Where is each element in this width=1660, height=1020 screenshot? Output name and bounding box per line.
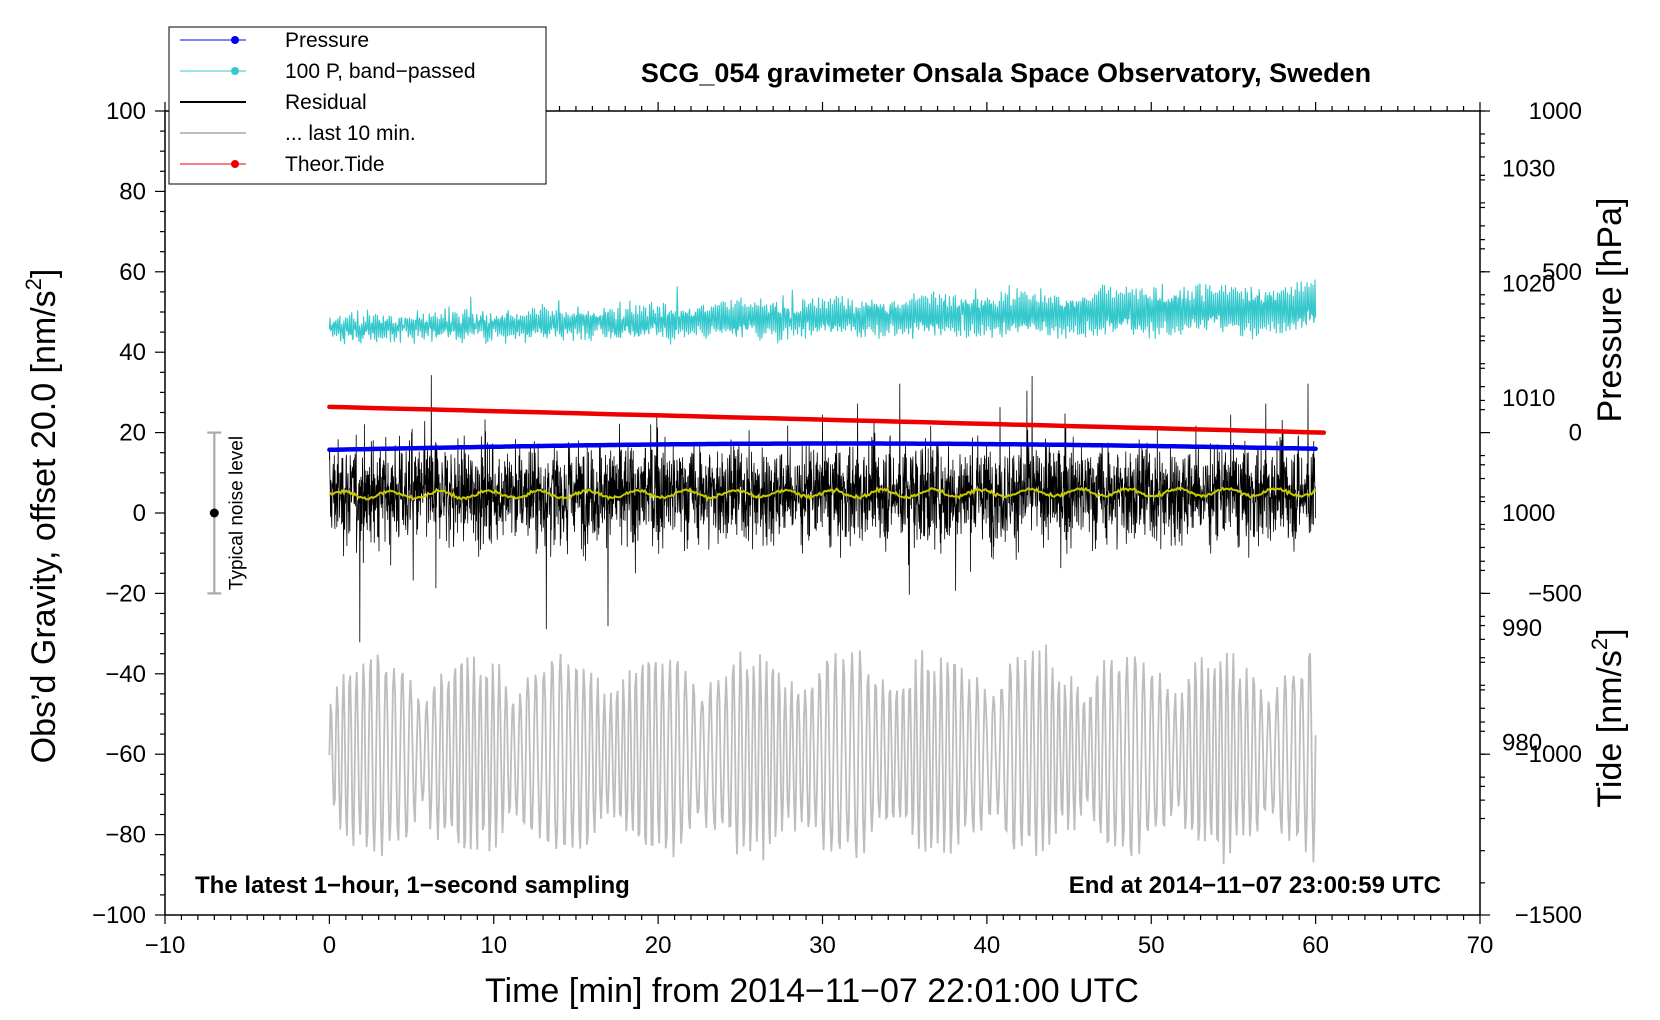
x-tick-label: 30: [809, 932, 836, 959]
x-axis-title: Time [min] from 2014−11−07 22:01:00 UTC: [485, 972, 1139, 1010]
tide-tick-label: 0: [1569, 420, 1582, 447]
x-tick-label: 50: [1138, 932, 1165, 959]
tide-axis-title: Tide [nm/s2]: [1587, 628, 1629, 807]
y-tick-label: 40: [119, 339, 146, 366]
pressure-tick-label: 1000: [1502, 500, 1555, 527]
band-passed-pressure-line: [328, 279, 1317, 345]
tide-tick-label: −1500: [1515, 902, 1582, 929]
end-time-note: End at 2014−11−07 23:00:59 UTC: [1069, 872, 1441, 899]
legend-marker: [231, 160, 239, 168]
residual-series-line: [329, 375, 1316, 643]
y-tick-label: 20: [119, 420, 146, 447]
axis-layer: −10 0 10 20 30 40 50 60 70−100−80−60−40−20020406…: [92, 98, 1582, 959]
y-tick-label: −60: [105, 741, 146, 768]
legend-entry-label: Residual: [285, 91, 367, 114]
left-axis-title-superscript: 2: [21, 278, 46, 290]
legend-entry-label: 100 P, band−passed: [285, 60, 476, 83]
residual-smoothed-line: [328, 486, 1316, 502]
noise-bar-center-dot: [209, 508, 219, 518]
plot-layer: [327, 279, 1327, 865]
theoretical-tide-line: [327, 404, 1327, 435]
legend: Pressure 100 P, band−passed Residual ... la…: [168, 26, 547, 185]
legend-box: [168, 26, 547, 185]
tide-tick-label: 1000: [1529, 98, 1582, 125]
noise-level-label: Typical noise level: [226, 436, 247, 590]
pressure-axis-title: Pressure [hPa]: [1591, 198, 1629, 423]
x-tick-label: 0: [323, 932, 336, 959]
pressure-tick-label: 1020: [1502, 270, 1555, 297]
left-axis-title: Obs’d Gravity, offset 20.0 [nm/s2]: [21, 269, 63, 764]
pressure-tick-label: 990: [1502, 615, 1542, 642]
x-tick-label: 60: [1302, 932, 1329, 959]
x-tick-label: 40: [974, 932, 1001, 959]
tide-tick-label: −500: [1528, 580, 1582, 607]
tide-tick-label: −1000: [1515, 741, 1582, 768]
x-tick-label: 10: [480, 932, 507, 959]
y-tick-label: −80: [105, 822, 146, 849]
pressure-tick-label: 1030: [1502, 155, 1555, 182]
y-tick-label: 80: [119, 178, 146, 205]
tide-axis-title-superscript: 2: [1587, 638, 1612, 650]
legend-marker: [231, 36, 239, 44]
pressure-series-line: [327, 441, 1318, 453]
last-10-min-series-line: [328, 644, 1317, 865]
y-tick-label: 100: [106, 98, 146, 125]
x-tick-label: 20: [645, 932, 672, 959]
legend-entry-label: ... last 10 min.: [285, 122, 416, 145]
legend-items: Pressure 100 P, band−passed Residual ... la…: [180, 29, 476, 176]
noise-level-indicator: Typical noise level: [207, 431, 247, 595]
legend-marker: [231, 67, 239, 75]
y-tick-label: −100: [92, 902, 146, 929]
left-axis-title-main: Obs’d Gravity, offset 20.0 [nm/s: [25, 290, 63, 763]
y-tick-label: 60: [119, 259, 146, 286]
tide-axis-title-main: Tide [nm/s: [1591, 650, 1629, 807]
x-tick-label: −10: [145, 932, 186, 959]
chart-title: SCG_054 gravimeter Onsala Space Observat…: [641, 58, 1371, 88]
y-tick-label: 0: [133, 500, 146, 527]
legend-entry-label: Pressure: [285, 29, 369, 52]
y-tick-label: −20: [105, 580, 146, 607]
left-axis-title-end: ]: [25, 269, 63, 278]
tide-tick-label: 500: [1542, 259, 1582, 286]
x-tick-label: 70: [1467, 932, 1494, 959]
sampling-note: The latest 1−hour, 1−second sampling: [195, 872, 630, 899]
legend-entry-label: Theor.Tide: [285, 153, 385, 176]
tide-axis-title-end: ]: [1591, 628, 1629, 637]
pressure-tick-label: 1010: [1502, 385, 1555, 412]
y-tick-label: −40: [105, 661, 146, 688]
pressure-tick-label: 980: [1502, 730, 1542, 757]
